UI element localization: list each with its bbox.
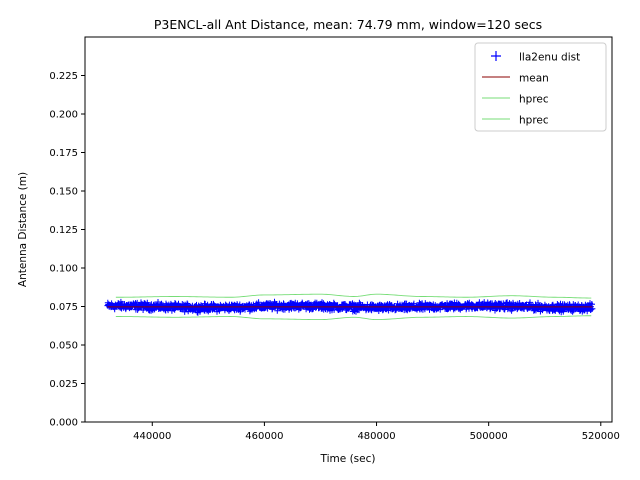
y-tick-label: 0.000	[49, 418, 78, 429]
legend-label-mean: mean	[519, 73, 549, 85]
legend-marker-points	[491, 51, 501, 61]
legend-box	[474, 42, 607, 132]
y-tick-label: 0.200	[49, 110, 78, 121]
legend-label-points: lla2enu dist	[519, 52, 580, 64]
y-tick-label: 0.150	[49, 187, 78, 198]
y-tick-label: 0.125	[49, 225, 78, 236]
plot-area	[84, 36, 613, 423]
legend-label-hprec-lower: hprec	[519, 115, 549, 127]
legend-entry-hprec-lower: hprec	[482, 115, 549, 127]
legend: lla2enu dist mean hprec hprec	[474, 42, 607, 132]
legend-entry-mean: mean	[482, 73, 549, 85]
x-axis: 440000 460000 480000 500000 520000	[133, 422, 620, 442]
series-layer	[104, 293, 596, 321]
y-tick-label: 0.075	[49, 302, 78, 313]
y-tick-label: 0.225	[49, 71, 78, 82]
y-tick-label: 0.175	[49, 148, 78, 159]
legend-entry-hprec-upper: hprec	[482, 94, 549, 106]
legend-entry-points: lla2enu dist	[491, 51, 580, 64]
y-axis-label: Antenna Distance (m)	[17, 172, 29, 287]
y-tick-label: 0.050	[49, 341, 78, 352]
x-tick-label: 460000	[245, 431, 283, 442]
y-axis: 0.000 0.025 0.050 0.075 0.100 0.125 0.150 0.175…	[49, 71, 85, 429]
x-tick-label: 500000	[470, 431, 508, 442]
hprec-lower-line	[115, 315, 592, 321]
x-tick-label: 440000	[133, 431, 171, 442]
hprec-upper-line	[115, 293, 592, 299]
y-tick-label: 0.025	[49, 379, 78, 390]
x-axis-label: Time (sec)	[320, 453, 376, 465]
x-tick-label: 480000	[357, 431, 395, 442]
chart-title: P3ENCL-all Ant Distance, mean: 74.79 mm,…	[154, 17, 542, 32]
legend-label-hprec-upper: hprec	[519, 94, 549, 106]
x-tick-label: 520000	[582, 431, 620, 442]
y-tick-label: 0.100	[49, 264, 78, 275]
